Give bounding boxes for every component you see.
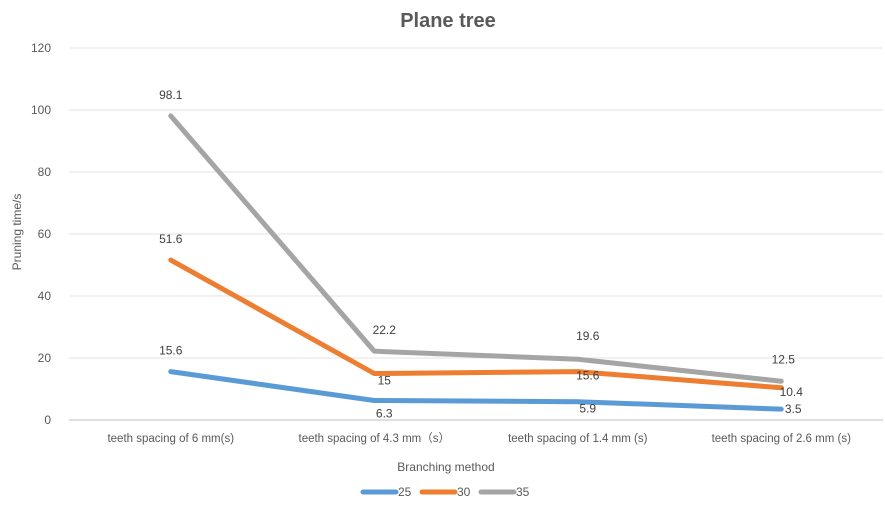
gridlines [69,47,883,421]
chart-title: Plane tree [400,10,496,32]
data-label: 98.1 [159,88,183,102]
legend: 25 30 35 [360,485,530,499]
y-tick-label: 120 [31,41,51,55]
y-axis-label: Pruning time/s [10,194,24,271]
series-line-35 [168,113,784,384]
y-tick-label: 0 [44,413,51,427]
data-label: 15.6 [576,369,600,383]
x-axis-label: Branching method [397,460,494,474]
x-tick-label: teeth spacing of 1.4 mm (s) [508,433,648,445]
legend-label: 25 [398,485,412,499]
x-tick-label: teeth spacing of 6 mm(s) [107,433,234,445]
data-label: 10.4 [780,385,804,399]
series-line-25 [168,369,784,412]
data-label: 5.9 [579,402,596,416]
y-tick-label: 80 [38,165,52,179]
y-tick-label: 20 [38,351,52,365]
series-lines [168,113,784,412]
data-label: 6.3 [376,406,393,420]
x-axis-ticks: teeth spacing of 6 mm(s) teeth spacing of… [107,432,851,445]
data-label: 3.5 [785,402,802,416]
data-label: 15.6 [159,344,183,358]
legend-label: 35 [516,485,530,499]
data-label: 12.5 [772,352,796,366]
x-tick-label: teeth spacing of 4.3 mm（s） [299,432,450,445]
y-tick-label: 100 [31,103,51,117]
y-axis-ticks: 0 20 40 60 80 100 120 [31,41,51,427]
y-tick-label: 40 [38,289,52,303]
data-label: 22.2 [373,323,397,337]
data-label: 19.6 [576,329,600,343]
x-tick-label: teeth spacing of 2.6 mm (s) [712,433,852,445]
legend-label: 30 [457,485,471,499]
data-label: 15 [378,374,392,388]
series-line-30 [168,257,784,391]
data-labels: 15.6 6.3 5.9 3.5 51.6 15 15.6 10.4 98.1 22.2 19.6 1… [159,88,803,421]
data-label: 51.6 [159,232,183,246]
y-tick-label: 60 [38,227,52,241]
